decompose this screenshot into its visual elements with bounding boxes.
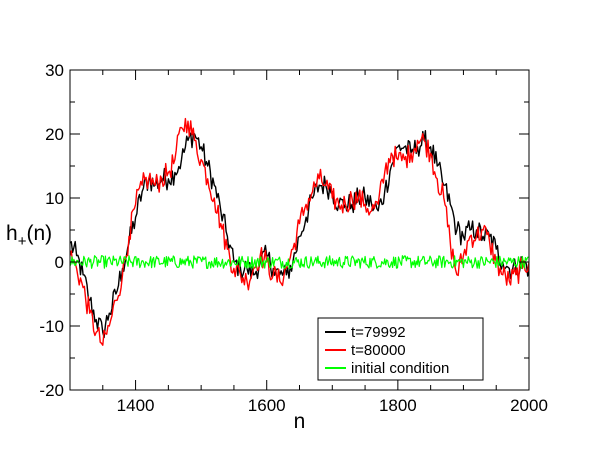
x-tick-label: 2000 <box>510 396 548 415</box>
legend-label-t79992: t=79992 <box>351 324 406 341</box>
x-axis-label: n <box>294 410 306 433</box>
y-tick-label: -10 <box>39 317 64 336</box>
y-axis-label-subscript: + <box>18 233 27 250</box>
legend: t=79992 t=80000 initial condition <box>317 317 484 381</box>
y-axis-label: h+(n) <box>6 222 52 250</box>
y-tick-label: 0 <box>55 253 64 272</box>
series-layer <box>70 117 529 346</box>
legend-label-initial-condition: initial condition <box>351 360 449 377</box>
x-tick-label: 1800 <box>379 396 417 415</box>
ticks-layer: 1400 1600 1800 2000 -20 -10 0 10 20 30 <box>39 61 547 415</box>
series-line-t-80000 <box>70 117 529 346</box>
x-tick-label: 1600 <box>248 396 286 415</box>
legend-label-t80000: t=80000 <box>351 342 406 359</box>
series-line-initial-condition <box>70 255 529 269</box>
x-tick-label: 1400 <box>117 396 155 415</box>
y-tick-label: 10 <box>45 189 64 208</box>
y-tick-label: 20 <box>45 125 64 144</box>
y-tick-label: 30 <box>45 61 64 80</box>
y-axis-label-tail: (n) <box>26 222 52 245</box>
series-line-t-79992 <box>70 129 529 339</box>
y-axis-label-main: h <box>6 222 18 245</box>
y-tick-label: -20 <box>39 381 64 400</box>
